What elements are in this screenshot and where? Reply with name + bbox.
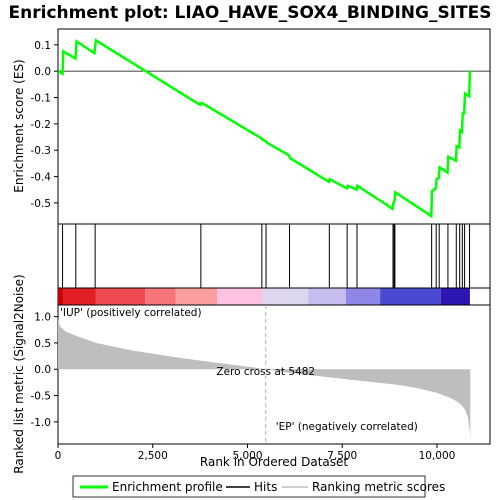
hits-panel [57, 223, 491, 289]
x-axis-label: Rank in Ordered Dataset [200, 455, 348, 469]
zero-cross-label: Zero cross at 5482 [216, 366, 315, 378]
heat-strip-segment [346, 288, 381, 305]
metric-y-tick-label: -1.0 [31, 417, 52, 429]
ranking-metric-area [58, 319, 471, 441]
x-axis: 0 2,500 5,000 7,500 10,000 [55, 444, 456, 462]
heat-strip-segment [145, 288, 176, 305]
es-y-tick-label: -0.5 [31, 198, 52, 210]
heat-strip [58, 288, 470, 305]
hits [62, 224, 471, 288]
negative-correlation-label: 'EP' (negatively correlated) [276, 421, 418, 433]
positive-correlation-label: 'IUP' (positively correlated) [60, 307, 202, 319]
enrichment-profile-line [57, 38, 472, 219]
heat-strip-segment [217, 288, 263, 305]
es-y-tick-label: -0.1 [31, 93, 52, 105]
es-y-tick-label: -0.4 [31, 172, 52, 184]
metric-y-tick-label: -0.5 [31, 391, 52, 403]
heat-strip-segment [262, 288, 309, 305]
heat-strip-segment [95, 288, 146, 305]
x-tick-label: 0 [55, 450, 62, 462]
es-y-tick-label: -0.2 [31, 119, 52, 131]
heat-strip-segment [308, 288, 346, 305]
metric-y-tick-label: 0.0 [34, 364, 51, 376]
es-y-tick-label: 0.1 [34, 40, 51, 52]
metric-y-tick-label: 0.5 [34, 338, 51, 350]
heat-strip-segment [58, 288, 64, 305]
legend-hits-label: Hits [254, 480, 277, 494]
es-y-tick-label: 0.0 [34, 66, 51, 78]
metric-y-tick-label: 1.0 [34, 312, 51, 324]
heat-strip-segment [440, 288, 470, 305]
x-tick-label: 7,500 [327, 450, 357, 462]
legend-metric-label: Ranking metric scores [312, 480, 445, 494]
x-tick-label: 5,000 [232, 450, 262, 462]
es-y-tick-label: -0.3 [31, 145, 52, 157]
legend-profile-label: Enrichment profile [112, 480, 223, 494]
es-axis: 0.1 0.0 -0.1 -0.2 -0.3 -0.4 -0.5 [31, 40, 58, 210]
heat-strip-segment [380, 288, 441, 305]
metric-y-axis-label: Ranked list metric (Signal2Noise) [12, 274, 26, 473]
es-y-axis-label: Enrichment score (ES) [12, 59, 26, 192]
legend: Enrichment profile Hits Ranking metric s… [72, 475, 445, 498]
x-tick-label: 10,000 [419, 450, 456, 462]
x-tick-label: 2,500 [138, 450, 168, 462]
metric-axis: 1.0 0.5 0.0 -0.5 -1.0 [31, 312, 58, 429]
chart-title: Enrichment plot: LIAO_HAVE_SOX4_BINDING_… [9, 3, 492, 23]
heat-strip-segment [63, 288, 96, 305]
heat-strip-segment [175, 288, 218, 305]
